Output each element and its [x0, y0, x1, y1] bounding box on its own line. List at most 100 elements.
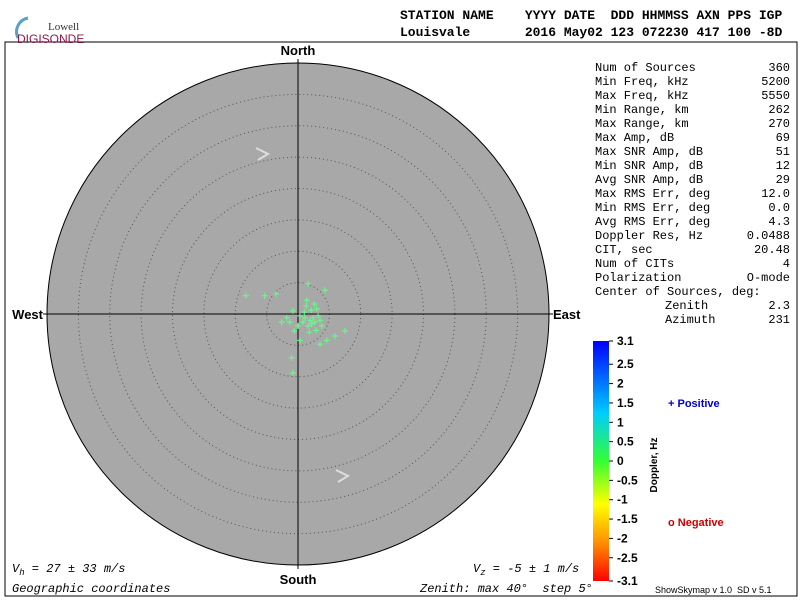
- vh-text: Vh = 27 ± 33 m/s: [12, 562, 125, 578]
- direction-label: West: [12, 307, 43, 322]
- zenith-max: 40: [506, 582, 520, 596]
- stat-value: 29: [776, 173, 790, 187]
- source-point: [291, 327, 298, 334]
- colorbar-tick-label: 2: [617, 377, 624, 391]
- arrow-glyph: [335, 469, 351, 483]
- stat-value: 0.0: [768, 201, 790, 215]
- colorbar-tick-label: 3.1: [617, 334, 634, 348]
- legend-negative: o Negative: [668, 517, 724, 529]
- colorbar-tick-label: 1: [617, 415, 624, 429]
- logo-bottom: DIGISONDE: [17, 32, 84, 46]
- source-point: [301, 314, 308, 321]
- source-point: [310, 314, 317, 321]
- source-point: [323, 337, 330, 344]
- stat-value: O-mode: [747, 271, 790, 285]
- legend-positive: + Positive: [668, 398, 720, 410]
- stat-label: Center of Sources, deg:: [595, 285, 761, 299]
- source-point: [303, 302, 310, 309]
- colorbar-tick-label: 2.5: [617, 357, 634, 371]
- colorbar-tick-label: -2: [617, 531, 628, 545]
- source-point: [296, 337, 303, 344]
- stat-value: 231: [768, 313, 790, 327]
- version-text: ShowSkymap v 1.0 SD v 5.1: [655, 585, 772, 595]
- source-point: [242, 292, 249, 299]
- source-point: [311, 300, 318, 307]
- source-point: [308, 307, 315, 314]
- vz-symbol: V: [473, 562, 482, 576]
- source-point: [303, 297, 310, 304]
- source-point: [313, 305, 320, 312]
- vh-value: = 27 ± 33 m/s: [25, 562, 126, 576]
- source-point: [278, 319, 285, 326]
- stat-label: Max Range, km: [595, 117, 689, 131]
- stat-label: Azimuth: [665, 313, 715, 327]
- stat-value: 4.3: [768, 215, 790, 229]
- stat-value: 12.0: [761, 187, 790, 201]
- vh-sub: h: [19, 568, 24, 578]
- arrow-glyph: [255, 147, 271, 161]
- stat-value: 20.48: [754, 243, 790, 257]
- source-point: [289, 307, 296, 314]
- vz-value: = -5 ± 1 m/s: [486, 562, 580, 576]
- colorbar: [593, 341, 609, 581]
- source-point: [300, 319, 307, 326]
- stats-table: Num of Sources 360 Min Freq, kHz 5200 Max Fr…: [595, 61, 790, 327]
- stat-label: Polarization: [595, 271, 681, 285]
- logo-top: Lowell: [48, 21, 79, 33]
- stat-label: Max RMS Err, deg: [595, 187, 710, 201]
- source-point: [332, 332, 339, 339]
- colorbar-tick-label: -1.5: [617, 512, 638, 526]
- colorbar-tick-label: -1: [617, 493, 628, 507]
- colorbar-tick-label: 0: [617, 454, 624, 468]
- colorbar-tick-label: -3.1: [617, 574, 638, 588]
- step-label: step: [528, 582, 578, 596]
- stat-label: Min Range, km: [595, 103, 689, 117]
- stat-value: 0.0488: [747, 229, 790, 243]
- header-columns: STATION NAME YYYY DATE DDD HHMMSS AXN PP…: [400, 8, 782, 23]
- stat-label: Min SNR Amp, dB: [595, 159, 703, 173]
- logo-arc: [15, 16, 29, 39]
- colorbar-tick-label: 1.5: [617, 396, 634, 410]
- source-point: [296, 312, 303, 319]
- vh-symbol: V: [12, 562, 21, 576]
- colorbar-label: Doppler, Hz: [649, 437, 660, 492]
- frame: [4, 41, 798, 597]
- vz-text: Vz = -5 ± 1 m/s: [473, 562, 579, 578]
- stat-label: Max Freq, kHz: [595, 89, 689, 103]
- source-point: [283, 314, 290, 321]
- source-point: [305, 322, 312, 329]
- source-point: [342, 327, 349, 334]
- degree: °: [586, 582, 593, 596]
- stat-value: 5200: [761, 75, 790, 89]
- zenith-label: Zenith: max: [419, 582, 506, 596]
- stat-label: Num of Sources: [595, 61, 696, 75]
- source-point: [295, 322, 301, 329]
- zenith-step: 5: [578, 582, 585, 596]
- stat-value: 5550: [761, 89, 790, 103]
- source-point: [301, 309, 308, 316]
- source-point: [306, 317, 313, 324]
- stat-label: Min Freq, kHz: [595, 75, 689, 89]
- source-point: [318, 322, 325, 329]
- stat-value: 262: [768, 103, 790, 117]
- stat-value: 69: [776, 131, 790, 145]
- direction-label: North: [281, 43, 316, 58]
- colorbar-tick-label: -0.5: [617, 473, 638, 487]
- stat-value: 4: [783, 257, 790, 271]
- stat-label: Max SNR Amp, dB: [595, 145, 703, 159]
- coords-text: Geographic coordinates: [12, 582, 170, 596]
- source-point: [306, 329, 313, 336]
- header-values: Louisvale 2016 May02 123 072230 417 100 …: [400, 25, 782, 40]
- stat-label: Zenith: [665, 299, 708, 313]
- stat-value: 2.3: [768, 299, 790, 313]
- stat-label: Num of CITs: [595, 257, 674, 271]
- source-point: [311, 319, 318, 326]
- source-point: [321, 287, 328, 294]
- colorbar-tick-label: -2.5: [617, 551, 638, 565]
- stat-label: CIT, sec: [595, 243, 653, 257]
- zenith-text: Zenith: max 40° step 5°: [419, 582, 593, 596]
- source-point: [288, 354, 295, 361]
- stat-value: 270: [768, 117, 790, 131]
- colorbar-tick-label: 0.5: [617, 435, 634, 449]
